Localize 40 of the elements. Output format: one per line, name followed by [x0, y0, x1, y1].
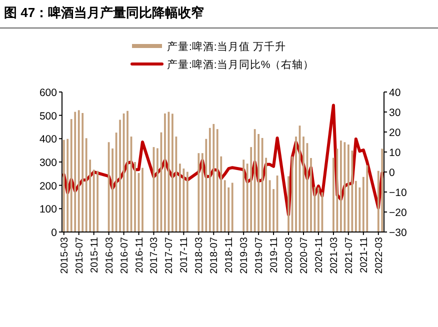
y2-tick-label: 40 [389, 87, 401, 99]
x-tick-label: 2016-11 [134, 236, 146, 273]
x-tick-label: 2019-03 [239, 236, 250, 274]
x-tick-label: 2015-03 [59, 236, 70, 274]
x-tick-label: 2019-07 [254, 236, 266, 274]
legend-label: 产量:啤酒:当月同比%（右轴） [167, 58, 314, 71]
y-tick-label: 100 [39, 204, 58, 216]
y2-tick-label: 20 [389, 127, 401, 139]
y-tick-label: 600 [39, 87, 58, 99]
y-tick-label: 300 [39, 157, 58, 169]
chart-title: 图 47：啤酒当月产量同比降幅收窄 [4, 5, 204, 20]
y-tick-label: 0 [51, 227, 58, 239]
x-tick-label: 2021-07 [344, 236, 355, 274]
x-tick-label: 2020-03 [284, 236, 296, 274]
x-tick-label: 2020-11 [314, 236, 325, 273]
x-tick-label: 2020-07 [299, 236, 310, 274]
y2-tick-label: 10 [389, 147, 401, 159]
y2-tick-label: 0 [389, 167, 395, 179]
legend-label: 产量:啤酒:当月值 万千升 [167, 40, 286, 53]
x-tick-label: 2018-11 [224, 236, 236, 273]
y-tick-label: 500 [39, 110, 58, 122]
y2-tick-label: −20 [389, 207, 407, 219]
x-tick-label: 2017-11 [179, 236, 190, 273]
y-tick-label: 200 [39, 180, 58, 192]
x-tick-label: 2015-07 [74, 236, 86, 274]
x-tick-label: 2017-03 [149, 236, 160, 274]
y2-tick-label: −30 [389, 227, 407, 239]
x-tick-label: 2016-07 [119, 236, 130, 274]
x-tick-label: 2016-03 [104, 236, 116, 274]
x-tick-label: 2017-07 [164, 236, 176, 274]
x-tick-label: 2021-11 [358, 236, 370, 273]
y2-tick-label: 30 [389, 107, 401, 119]
y-tick-label: 400 [39, 134, 58, 146]
x-tick-label: 2018-07 [209, 236, 220, 274]
x-tick-label: 2022-03 [374, 236, 385, 274]
x-tick-label: 2015-11 [89, 236, 100, 273]
x-tick-label: 2019-11 [269, 236, 280, 273]
x-tick-label: 2018-03 [194, 236, 206, 274]
y2-tick-label: −10 [389, 187, 407, 199]
x-tick-label: 2021-03 [328, 236, 340, 274]
